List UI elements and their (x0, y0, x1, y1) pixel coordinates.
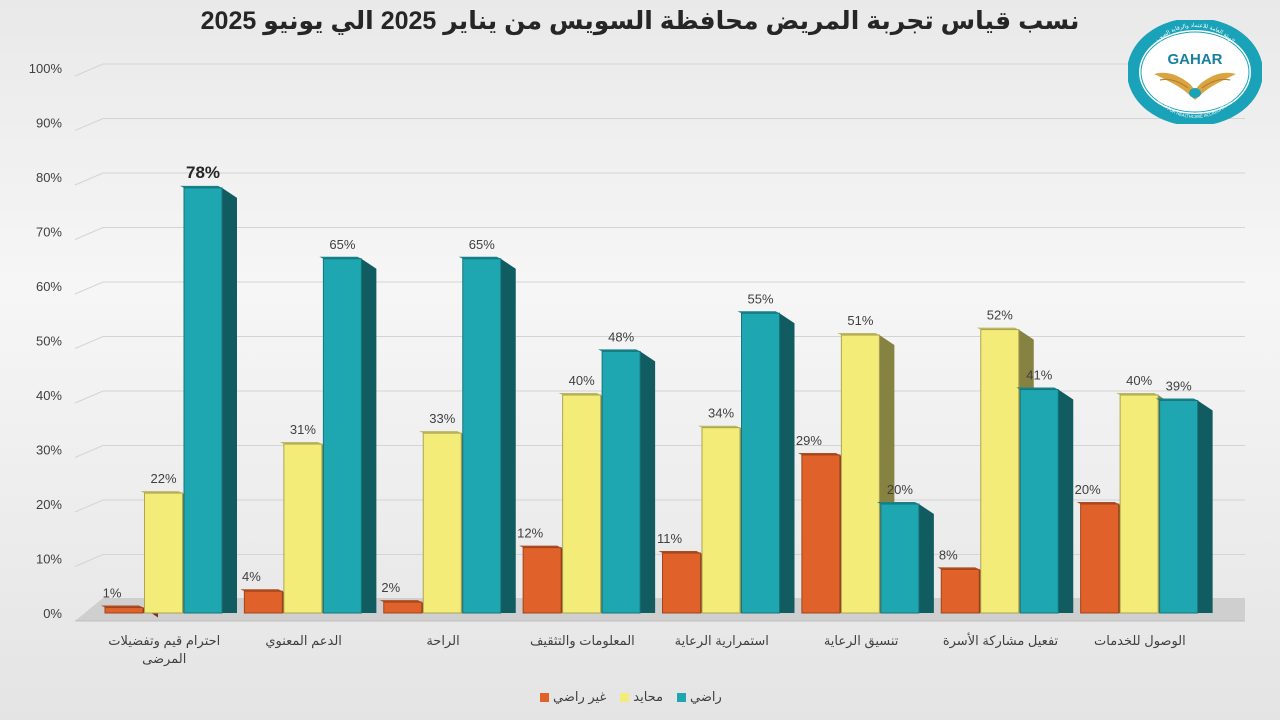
data-label: 52% (987, 308, 1013, 323)
bar (1155, 398, 1213, 614)
legend-swatch (620, 692, 630, 702)
data-label: 34% (708, 406, 734, 421)
gridline (74, 118, 1245, 131)
category-label: احترام قيم وتفضيلات (108, 633, 220, 649)
y-axis-ticks: 0% 10% 20% 30% 40% 50% 60% 70% 80% 90% 100% (29, 61, 63, 621)
data-label: 29% (796, 433, 822, 448)
gridline (74, 63, 1245, 77)
legend-item: محايد (620, 689, 663, 705)
y-tick-label: 90% (36, 116, 62, 131)
data-label: 8% (939, 547, 958, 562)
category-label: الوصول للخدمات (1094, 633, 1186, 649)
category-label: تنسيق الرعاية (824, 633, 899, 649)
legend-label: محايد (633, 689, 664, 704)
data-label: 48% (608, 329, 634, 344)
y-tick-label: 80% (36, 170, 62, 185)
category-label: الدعم المعنوي (265, 633, 342, 649)
y-tick-label: 100% (29, 61, 63, 76)
chart-title: نسب قياس تجربة المريض محافظة السويس من ي… (200, 7, 1080, 35)
legend-swatch (677, 692, 687, 702)
y-tick-label: 60% (36, 279, 62, 294)
data-label: 4% (242, 569, 261, 584)
data-label: 41% (1026, 368, 1052, 383)
chart-legend: غير راضي محايد راضي (540, 686, 750, 708)
category-label: المعلومات والتثقيف (530, 633, 635, 649)
legend-swatch (540, 692, 549, 702)
data-label: 20% (887, 482, 913, 497)
category-label: المرضى (142, 651, 186, 667)
y-tick-label: 30% (36, 443, 62, 458)
y-tick-label: 10% (36, 552, 62, 567)
legend-item: راضي (677, 689, 722, 705)
y-tick-label: 0% (43, 606, 62, 621)
bar (876, 502, 934, 614)
y-tick-label: 50% (36, 334, 62, 349)
data-label: 20% (1075, 482, 1101, 497)
data-labels: 1% 22% 78% 4% 31% 65% 2% 33% 65% 12% 40% 48% 11% 34% 5… (103, 163, 1192, 601)
data-label: 40% (569, 373, 595, 388)
data-label: 55% (747, 291, 773, 306)
legend-label: راضي (690, 689, 722, 704)
category-label: استمرارية الرعاية (675, 633, 769, 649)
data-label: 40% (1126, 373, 1152, 388)
bar (1016, 387, 1074, 614)
data-label: 78% (186, 163, 220, 182)
logo-wordmark: GAHAR (1168, 51, 1223, 68)
category-label: الراحة (426, 633, 459, 649)
data-label: 12% (517, 526, 543, 541)
eagle-icon (1154, 72, 1236, 100)
legend-item: غير راضي (540, 689, 606, 705)
category-labels: احترام قيم وتفضيلات المرضى الدعم المعنوي ال… (108, 632, 1186, 667)
gridline (74, 336, 1245, 349)
bar (180, 185, 237, 614)
data-label: 65% (329, 237, 355, 252)
y-tick-label: 40% (36, 388, 62, 403)
data-label: 51% (847, 313, 873, 328)
gridline (74, 172, 1245, 186)
data-label: 65% (469, 237, 495, 252)
data-label: 1% (103, 586, 122, 601)
bar (319, 256, 377, 614)
gridline (74, 227, 1245, 240)
data-label: 39% (1166, 378, 1192, 393)
gahar-logo: الهيئة العامة للاعتماد والرقابة الصحية G… (1128, 20, 1262, 124)
bar (598, 349, 656, 614)
data-label: 22% (150, 471, 176, 486)
data-label: 2% (381, 580, 400, 595)
data-label: 31% (290, 422, 316, 437)
bar (737, 311, 795, 614)
y-tick-label: 20% (36, 497, 62, 512)
data-label: 11% (657, 531, 682, 546)
y-tick-label: 70% (36, 225, 62, 240)
data-label: 33% (429, 411, 455, 426)
legend-label: غير راضي (553, 689, 607, 704)
category-label: تفعيل مشاركة الأسرة (943, 632, 1059, 649)
gridline (74, 281, 1245, 295)
bar (458, 256, 516, 614)
bars (101, 185, 1213, 618)
